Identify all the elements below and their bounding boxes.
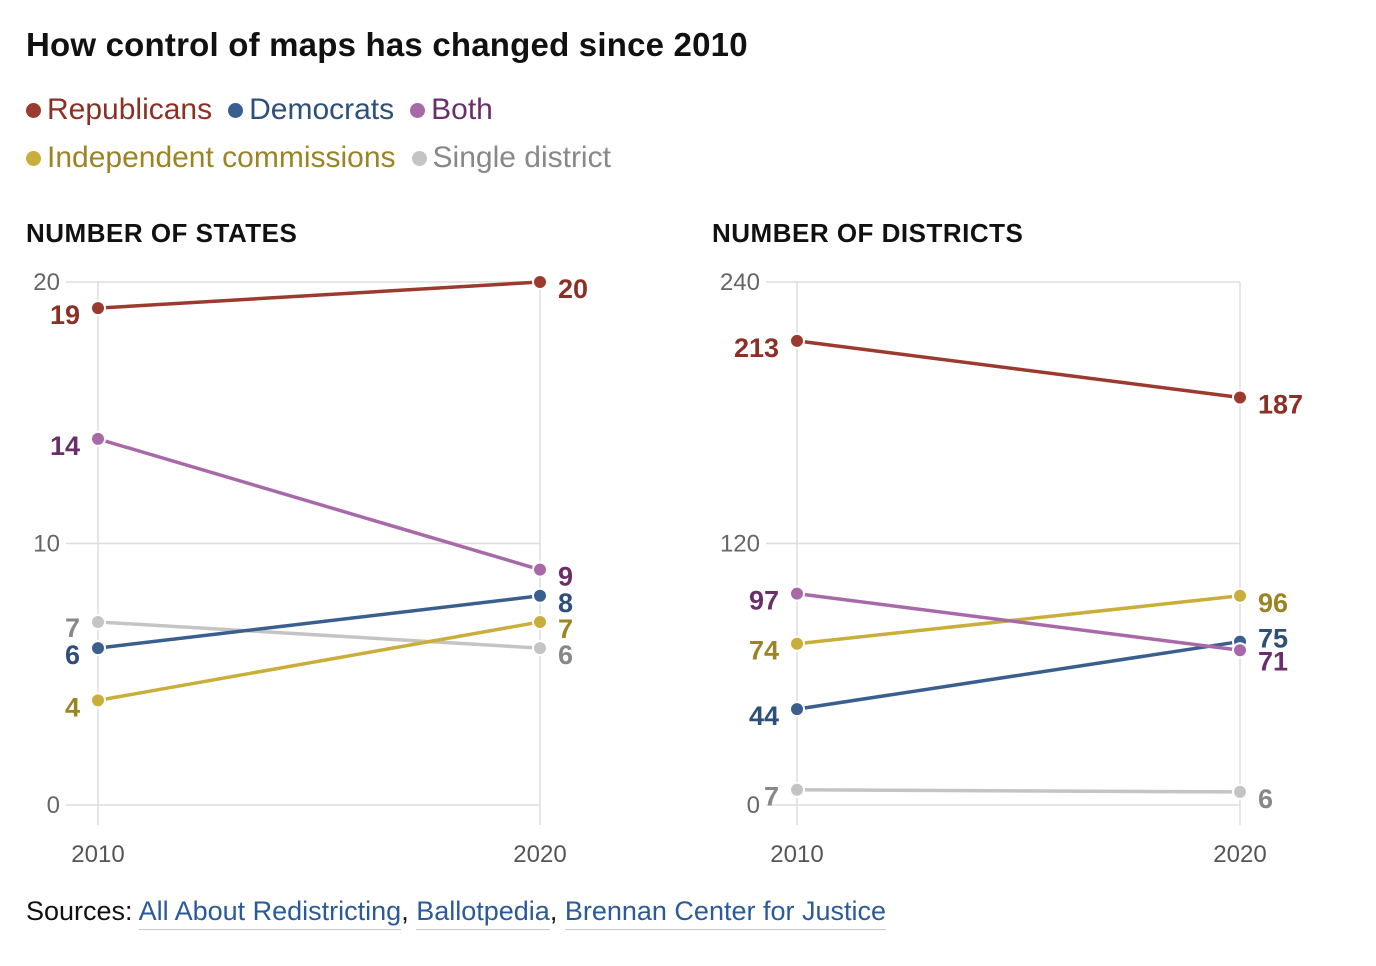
legend-item-republicans: Republicans xyxy=(26,86,212,134)
x-tick-label: 2020 xyxy=(513,841,566,868)
legend-swatch xyxy=(26,150,41,166)
data-label: 187 xyxy=(1258,389,1303,419)
data-point xyxy=(1232,783,1248,800)
series-line xyxy=(97,620,541,703)
y-tick-label: 0 xyxy=(47,792,60,819)
data-label: 4 xyxy=(65,692,80,722)
data-point xyxy=(789,701,805,718)
data-label: 19 xyxy=(50,300,80,330)
legend-item-democrats: Democrats xyxy=(228,86,394,134)
panel-title-districts: NUMBER OF DISTRICTS xyxy=(712,218,1024,248)
chart-title: How control of maps has changed since 20… xyxy=(26,26,748,63)
data-point xyxy=(532,613,548,630)
series-line xyxy=(796,339,1241,400)
data-label: 14 xyxy=(50,431,80,461)
data-point xyxy=(90,300,106,317)
data-label: 8 xyxy=(558,588,573,618)
sources-separator: , xyxy=(401,896,417,926)
data-label: 6 xyxy=(1258,784,1273,814)
y-tick-label: 0 xyxy=(747,792,760,819)
legend-swatch xyxy=(410,102,426,118)
data-point xyxy=(1232,587,1248,604)
legend-label: Republicans xyxy=(47,93,213,126)
series-line xyxy=(97,620,541,650)
data-label: 96 xyxy=(1258,588,1288,618)
data-point xyxy=(789,781,805,798)
legend-label: Democrats xyxy=(249,93,395,126)
data-label: 7 xyxy=(764,782,779,812)
legend-item-both: Both xyxy=(410,86,493,134)
series-line xyxy=(97,437,541,572)
sources-prefix: Sources: xyxy=(26,896,139,926)
legend-label: Both xyxy=(431,93,493,126)
x-tick-label: 2010 xyxy=(71,841,124,868)
y-tick-label: 10 xyxy=(33,531,60,558)
legend-label: Single district xyxy=(432,141,611,174)
source-link-all-about-redistricting[interactable]: All About Redistricting xyxy=(138,896,402,930)
y-tick-label: 240 xyxy=(720,269,760,296)
data-label: 6 xyxy=(558,640,573,670)
panel-title-states: NUMBER OF STATES xyxy=(26,218,298,248)
data-point xyxy=(532,561,548,578)
data-label: 7 xyxy=(558,614,573,644)
data-label: 74 xyxy=(749,636,779,666)
data-point xyxy=(90,430,106,447)
series-line xyxy=(796,591,1241,653)
data-point xyxy=(789,332,805,349)
data-label: 20 xyxy=(558,274,588,304)
data-label: 7 xyxy=(65,613,80,643)
legend-swatch xyxy=(228,102,244,118)
legend-label: Independent commissions xyxy=(47,141,396,174)
data-point xyxy=(1232,642,1248,659)
series-line xyxy=(97,594,541,650)
data-label: 75 xyxy=(1258,624,1288,654)
sources-line: Sources: All About Redistricting, Ballot… xyxy=(26,896,887,930)
x-tick-label: 2020 xyxy=(1213,841,1266,868)
data-point xyxy=(789,585,805,602)
data-point xyxy=(90,692,106,709)
series-line xyxy=(796,787,1241,794)
data-point xyxy=(532,640,548,657)
data-point xyxy=(90,613,106,630)
legend-swatch xyxy=(26,102,41,118)
x-tick-label: 2010 xyxy=(770,841,823,868)
y-tick-label: 120 xyxy=(720,531,760,558)
series-line xyxy=(796,594,1241,646)
data-point xyxy=(789,635,805,652)
legend-item-independent: Independent commissions xyxy=(26,134,396,182)
series-line xyxy=(97,280,541,310)
data-point xyxy=(532,587,548,604)
data-label: 44 xyxy=(749,701,779,731)
series-line xyxy=(796,639,1241,711)
data-point xyxy=(532,274,548,290)
data-label: 6 xyxy=(65,640,80,670)
data-label: 97 xyxy=(749,586,779,616)
legend-swatch xyxy=(411,150,427,166)
source-link-brennan-center[interactable]: Brennan Center for Justice xyxy=(564,896,887,930)
legend-item-single-district: Single district xyxy=(411,134,611,182)
source-link-ballotpedia[interactable]: Ballotpedia xyxy=(416,896,550,930)
data-label: 71 xyxy=(1258,646,1288,676)
legend: Republicans Democrats Both Independent c… xyxy=(26,86,786,182)
data-label: 9 xyxy=(558,562,573,592)
data-point xyxy=(90,640,106,657)
data-label: 213 xyxy=(734,333,779,363)
sources-separator: , xyxy=(549,896,565,926)
y-tick-label: 20 xyxy=(33,269,60,296)
data-point xyxy=(1232,389,1248,406)
